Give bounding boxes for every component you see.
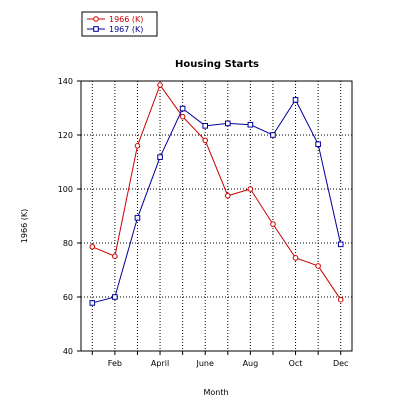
data-point	[224, 120, 231, 127]
data-point	[292, 255, 299, 261]
y-tick-label: 140	[58, 77, 73, 86]
x-tick-label: Feb	[108, 359, 122, 368]
y-tick-label: 100	[58, 185, 73, 194]
y-tick-label: 80	[63, 239, 73, 248]
data-point	[337, 296, 344, 303]
chart-title: Housing Starts	[175, 59, 259, 70]
data-point	[337, 241, 344, 248]
data-point	[202, 137, 209, 144]
legend-box	[81, 11, 158, 37]
series-line	[92, 83, 342, 300]
x-tick-label: June	[195, 359, 214, 368]
series-1	[89, 82, 344, 303]
data-point	[157, 82, 163, 88]
data-point	[315, 141, 321, 147]
data-point	[179, 105, 186, 112]
axes: 40 60 80 100 120 140 Feb April June Aug Oct Dec	[58, 77, 349, 368]
series-layer	[89, 82, 344, 306]
legend-label: 1967 (K)	[109, 25, 143, 34]
series-2	[89, 97, 344, 306]
data-point	[247, 121, 254, 128]
series-line	[92, 98, 342, 304]
data-point	[134, 215, 141, 221]
data-point	[292, 97, 299, 103]
data-point	[112, 253, 118, 260]
data-point	[247, 186, 254, 192]
data-point	[179, 113, 186, 120]
x-tick-label: Aug	[243, 359, 259, 368]
data-point	[202, 123, 209, 129]
legend-label: 1966 (K)	[109, 15, 143, 24]
legend-item: 1966 (K)	[87, 15, 143, 24]
data-point	[89, 300, 96, 306]
data-point	[270, 221, 276, 227]
data-point	[134, 143, 141, 149]
data-point	[157, 154, 163, 160]
data-point	[315, 263, 321, 269]
y-tick-label: 60	[63, 293, 73, 302]
y-axis-label: 1966 (K)	[20, 209, 29, 243]
x-tick-label: April	[151, 359, 169, 368]
plot-frame	[80, 80, 353, 352]
legend-item: 1967 (K)	[87, 25, 143, 34]
data-point	[112, 294, 118, 300]
y-tick-label: 40	[63, 347, 73, 356]
legend-marker	[93, 26, 99, 32]
legend-marker	[93, 16, 99, 22]
data-point	[224, 192, 231, 199]
x-tick-label: Dec	[333, 359, 348, 368]
data-point	[270, 132, 276, 138]
grid	[81, 81, 352, 351]
y-tick-label: 120	[58, 131, 73, 140]
legend: 1966 (K)1967 (K)	[81, 11, 158, 37]
x-axis-label: Month	[203, 388, 228, 397]
data-point	[89, 243, 96, 250]
x-tick-label: Oct	[289, 359, 303, 368]
